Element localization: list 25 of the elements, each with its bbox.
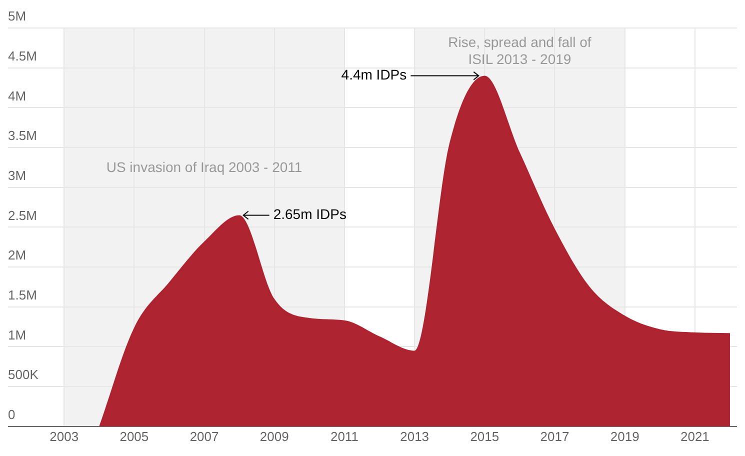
- annotation: 2.65m IDPs: [273, 206, 346, 222]
- y-tick-label: 1.5M: [8, 287, 37, 302]
- y-tick-label: 3M: [8, 168, 26, 183]
- band-label: US invasion of Iraq 2003 - 2011: [106, 158, 302, 175]
- y-tick-label: 5M: [8, 8, 26, 24]
- x-tick-label: 2013: [400, 428, 430, 444]
- y-tick-label: 500K: [8, 367, 39, 382]
- y-tick-label: 4M: [8, 88, 26, 104]
- x-tick-label: 2007: [190, 428, 219, 444]
- y-tick-label: 2.5M: [8, 208, 37, 223]
- x-tick-label: 2009: [260, 428, 289, 444]
- y-tick-label: 2M: [8, 248, 26, 263]
- x-tick-label: 2011: [330, 428, 358, 444]
- x-tick-label: 2019: [610, 428, 640, 444]
- x-tick-label: 2017: [540, 428, 570, 444]
- y-tick-label: 4.5M: [8, 48, 37, 64]
- x-tick-label: 2003: [50, 428, 79, 444]
- y-tick-label: 0: [8, 406, 16, 422]
- x-tick-label: 2015: [470, 428, 500, 444]
- x-tick-label: 2005: [120, 428, 149, 444]
- x-tick-label: 2021: [680, 428, 710, 444]
- band-label: Rise, spread and fall of ISIL 2013 - 2019: [448, 34, 592, 67]
- y-tick-label: 3.5M: [8, 128, 37, 144]
- annotation: 4.4m IDPs: [341, 66, 407, 83]
- y-tick-label: 1M: [8, 327, 26, 342]
